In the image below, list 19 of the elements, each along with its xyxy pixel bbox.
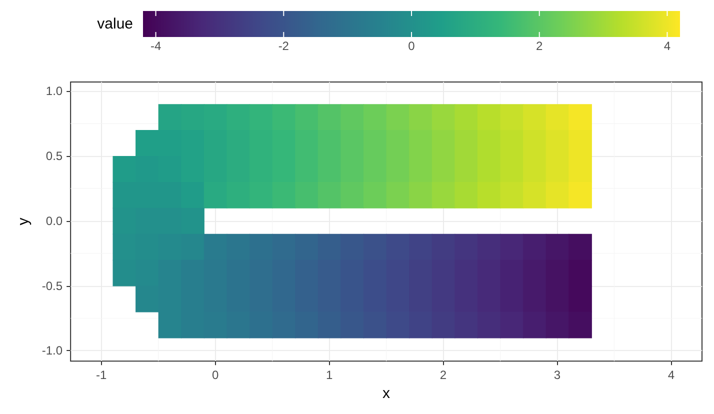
color-bar-label: 2 xyxy=(536,39,544,53)
color-bar-label: 0 xyxy=(408,39,416,53)
color-bar-title: value xyxy=(97,16,133,32)
y-tick-label: -1.0 xyxy=(42,344,63,358)
y-tick-label: 0.5 xyxy=(46,148,63,163)
x-tick-label: 4 xyxy=(668,368,675,382)
color-bar-label: 4 xyxy=(664,39,671,53)
color-bar-label: -4 xyxy=(150,39,162,53)
y-tick-label: 0.0 xyxy=(46,214,63,228)
x-tick-label: 0 xyxy=(212,368,219,382)
y-tick-label: 1.0 xyxy=(46,84,63,98)
x-tick-label: 2 xyxy=(440,368,447,382)
color-bar-label: -2 xyxy=(278,39,290,53)
y-axis-title: y xyxy=(15,217,32,226)
x-axis-title: x xyxy=(382,385,391,402)
x-tick-label: 1 xyxy=(326,368,333,382)
x-tick-label: -1 xyxy=(96,368,108,382)
x-tick-label: 3 xyxy=(554,368,561,382)
y-tick-label: -0.5 xyxy=(42,278,63,293)
